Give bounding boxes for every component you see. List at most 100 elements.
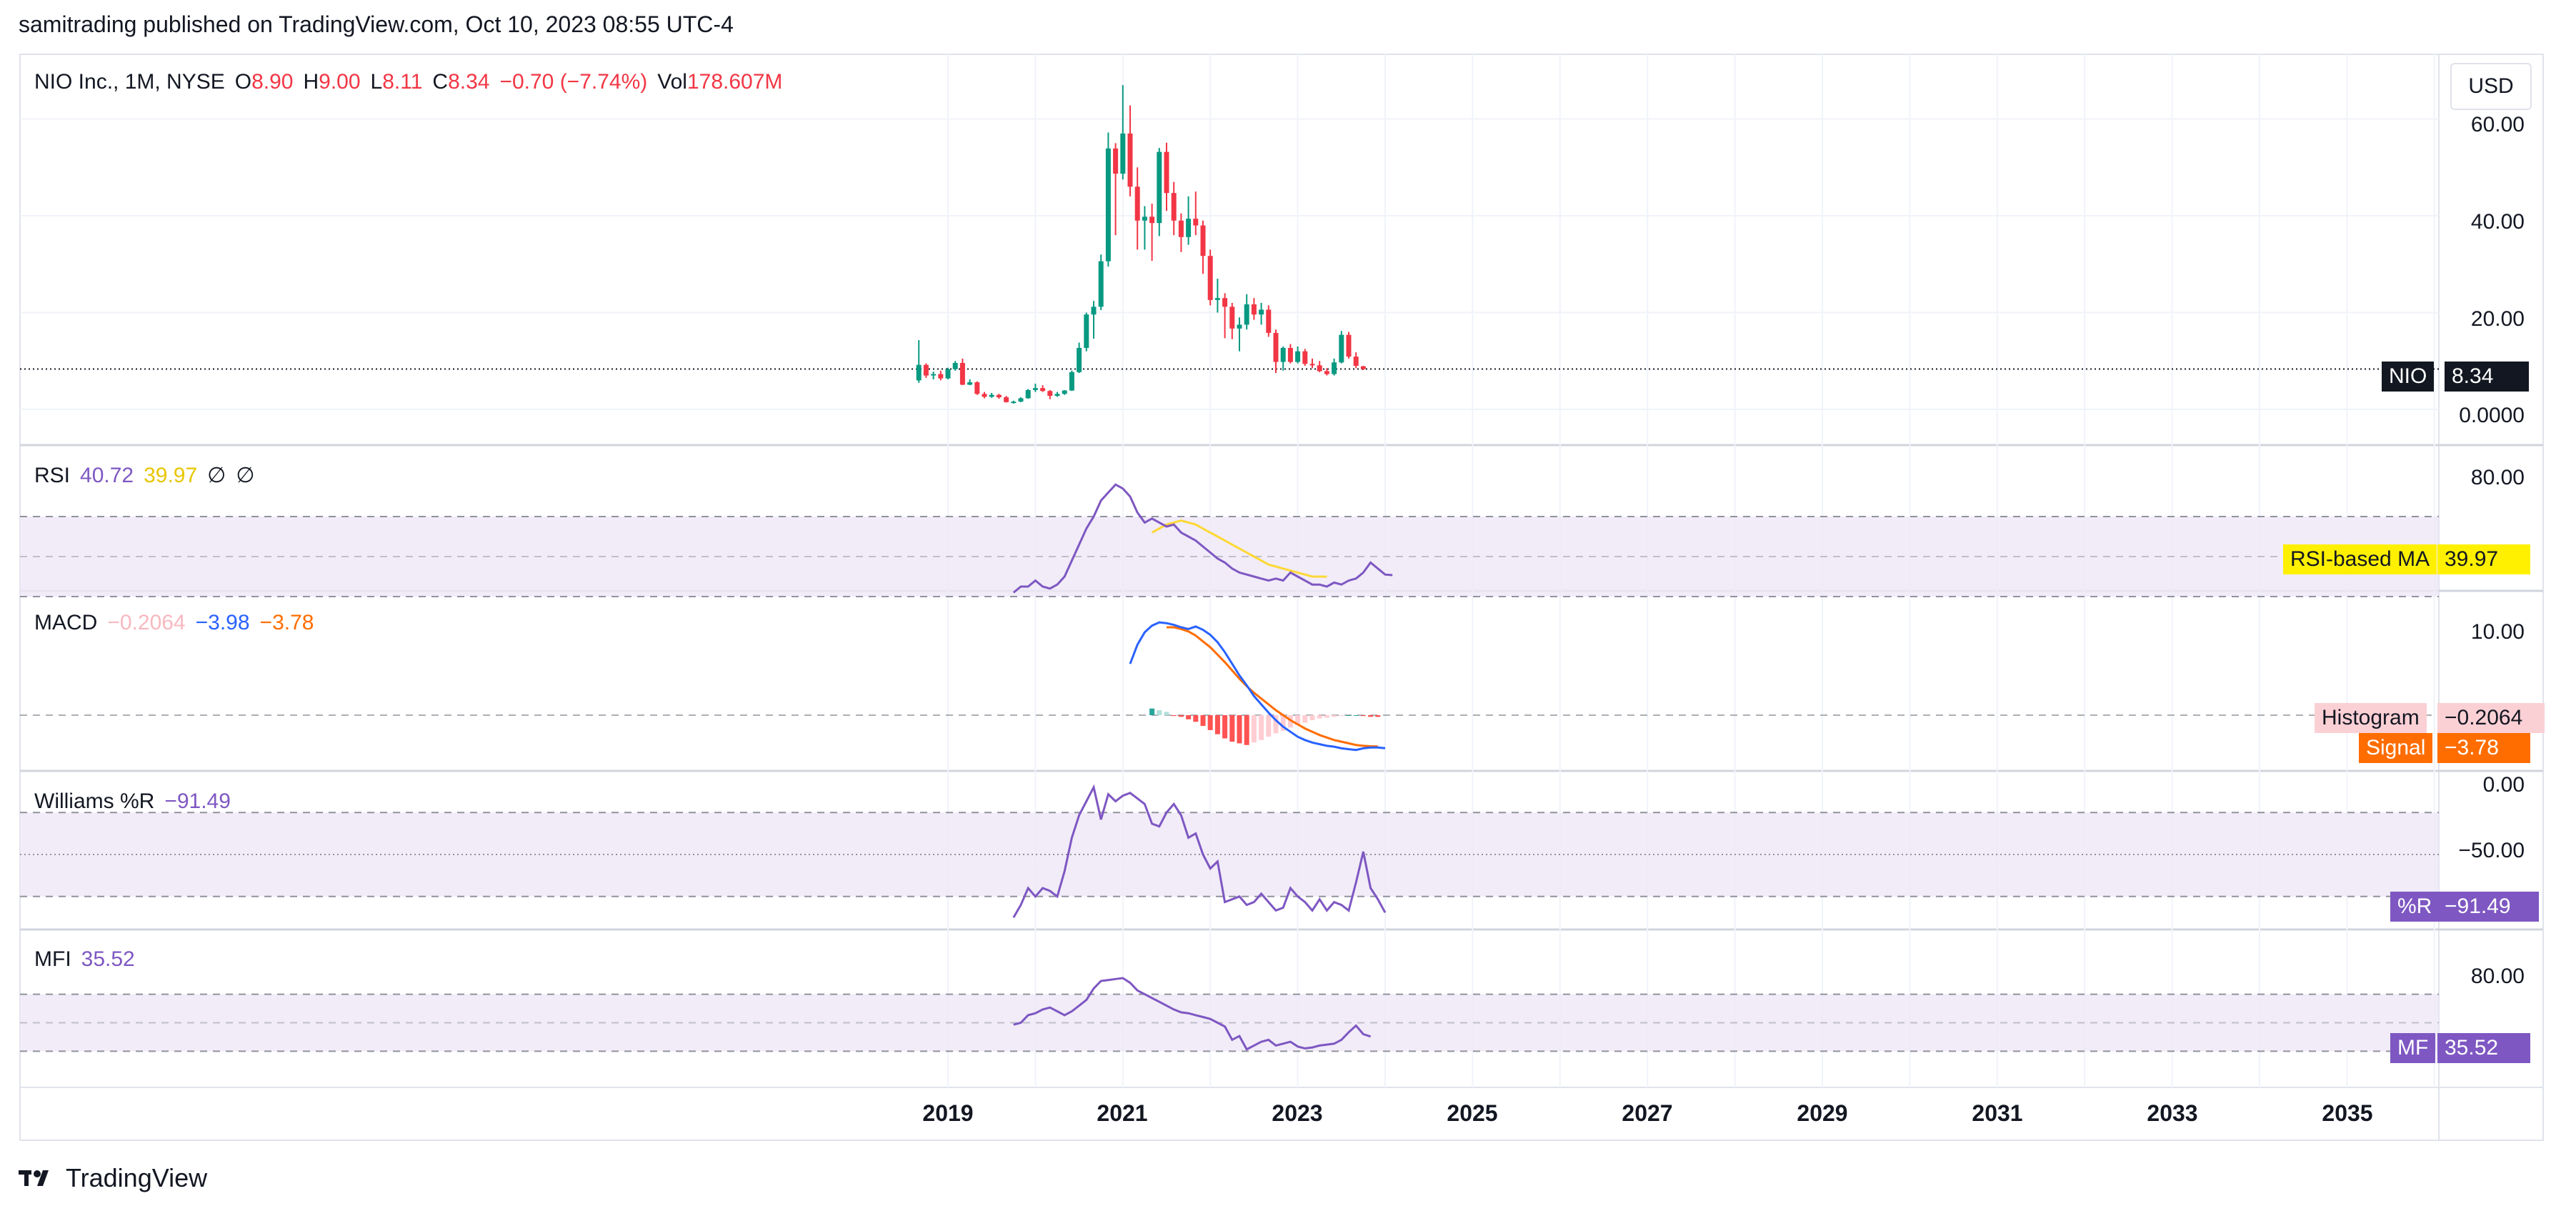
macd-histogram-bar [1295, 715, 1301, 725]
rsi-ma-tag-value: 39.97 [2437, 544, 2530, 574]
candle-body [967, 382, 973, 385]
macd-line [1129, 621, 1386, 752]
candle-body [1287, 347, 1293, 362]
tradingview-logo-icon [19, 1170, 49, 1186]
x-axis-tick: 2021 [1097, 1100, 1148, 1126]
macd-histogram-bar [1244, 715, 1249, 745]
candle-body [1353, 357, 1359, 367]
candle-body [1084, 314, 1089, 348]
macd-label: MACD [34, 611, 98, 634]
brand[interactable]: TradingView [19, 1163, 207, 1193]
candle-body [1004, 397, 1009, 402]
rsi-value: 40.72 [80, 464, 134, 487]
candle-body [1222, 298, 1228, 307]
williams-axis-tick: 0.00 [2482, 773, 2525, 797]
signal-tag-value: −3.78 [2437, 733, 2530, 763]
ohlc-close: 8.34 [448, 70, 490, 94]
macd-signal-value: −3.78 [259, 611, 314, 634]
candle-body [1324, 371, 1329, 374]
x-axis-tick: 2033 [2147, 1100, 2198, 1126]
ohlc-close-label: C [432, 70, 449, 94]
macd-histogram-bar [1332, 715, 1337, 717]
rsi-na-1: ∅ [207, 464, 226, 487]
williams-axis-tick: −50.00 [2458, 839, 2525, 862]
macd-histogram-bar [1339, 715, 1344, 717]
ohlc-low-label: L [370, 70, 383, 94]
price-axis-tick: 20.00 [2470, 307, 2525, 331]
mfi-tag-value: 35.52 [2437, 1033, 2530, 1063]
x-axis-tick: 2023 [1272, 1100, 1323, 1126]
candle-body [1186, 219, 1192, 237]
candle-body [1302, 351, 1308, 364]
candle-body [959, 362, 965, 385]
candle-body [982, 394, 987, 397]
volume-label: Vol [657, 70, 687, 94]
candle-body [931, 374, 937, 376]
candle-body [1142, 216, 1147, 221]
macd-histogram-bar [1353, 715, 1359, 716]
candle-body [1295, 351, 1301, 362]
macd-histogram-bar [1309, 715, 1315, 720]
x-axis-tick: 2031 [1972, 1100, 2023, 1126]
williams-line [1012, 784, 1387, 918]
macd-histogram-bar [1324, 715, 1329, 718]
macd-histogram-bar [1237, 715, 1242, 744]
rsi-ma-line [1151, 519, 1327, 578]
publisher-line: samitrading published on TradingView.com… [19, 11, 734, 37]
candle-body [1273, 332, 1279, 362]
candle-body [1018, 398, 1024, 402]
nio-price-tag: 8.34 [2445, 362, 2529, 392]
candle-body [1317, 365, 1322, 372]
macd-histogram-bar [1222, 715, 1228, 739]
candle-body [996, 394, 1002, 398]
x-axis-tick: 2027 [1622, 1100, 1673, 1126]
candle-body [1251, 304, 1257, 315]
x-axis-tick: 2019 [922, 1100, 974, 1126]
candle-body [1040, 388, 1046, 392]
macd-histogram-bar [1346, 715, 1352, 716]
candle-body [1091, 307, 1097, 315]
nio-symbol-tag: NIO [2382, 362, 2435, 392]
macd-legend: MACD −0.2064 −3.98 −3.78 [34, 611, 324, 635]
candle-body [1032, 388, 1038, 390]
candle-body [1149, 216, 1155, 224]
macd-histogram-bar [1200, 715, 1206, 727]
macd-histogram-bar [1157, 710, 1162, 715]
ohlc-high: 9.00 [319, 70, 361, 94]
candle-body [1098, 261, 1104, 307]
candle-body [1280, 347, 1286, 362]
candle-body [1178, 220, 1184, 237]
williams-tag-label: %R [2390, 892, 2440, 922]
candle-body [1077, 347, 1082, 372]
main-legend: NIO Inc., 1M, NYSE O8.90 H9.00 L8.11 C8.34 −0… [34, 70, 792, 94]
ohlc-low: 8.11 [382, 70, 423, 94]
macd-histogram-bar [1186, 715, 1192, 719]
candle-body [1259, 309, 1264, 315]
price-axis-tick: 0.0000 [2459, 404, 2525, 427]
candle-body [923, 364, 929, 376]
symbol-line: NIO Inc., 1M, NYSE [34, 70, 225, 94]
x-axis-tick: 2035 [2322, 1100, 2373, 1126]
candle-body [1047, 391, 1053, 397]
macd-histogram-bar [1375, 715, 1381, 717]
currency-button[interactable]: USD [2450, 63, 2532, 110]
candle-body [1237, 324, 1242, 329]
macd-histogram-bar [1302, 715, 1308, 723]
macd-histogram-bar [1317, 715, 1322, 719]
macd-histogram-bar [1207, 715, 1213, 730]
macd-axis-tick: 10.00 [2470, 620, 2525, 644]
candle-body [945, 369, 951, 379]
candle-body [1120, 133, 1126, 174]
candle-body [938, 374, 944, 379]
macd-histogram-bar [1259, 715, 1264, 740]
macd-hist-value: −0.2064 [107, 611, 186, 634]
macd-histogram-bar [1280, 715, 1286, 732]
candle-body [1127, 133, 1133, 187]
rsi-axis-tick: 80.00 [2470, 466, 2525, 489]
williams-label: Williams %R [34, 789, 155, 813]
candle-body [1171, 193, 1177, 221]
candle-body [1309, 364, 1315, 366]
candle-body [1346, 334, 1352, 357]
candle-body [952, 362, 958, 369]
